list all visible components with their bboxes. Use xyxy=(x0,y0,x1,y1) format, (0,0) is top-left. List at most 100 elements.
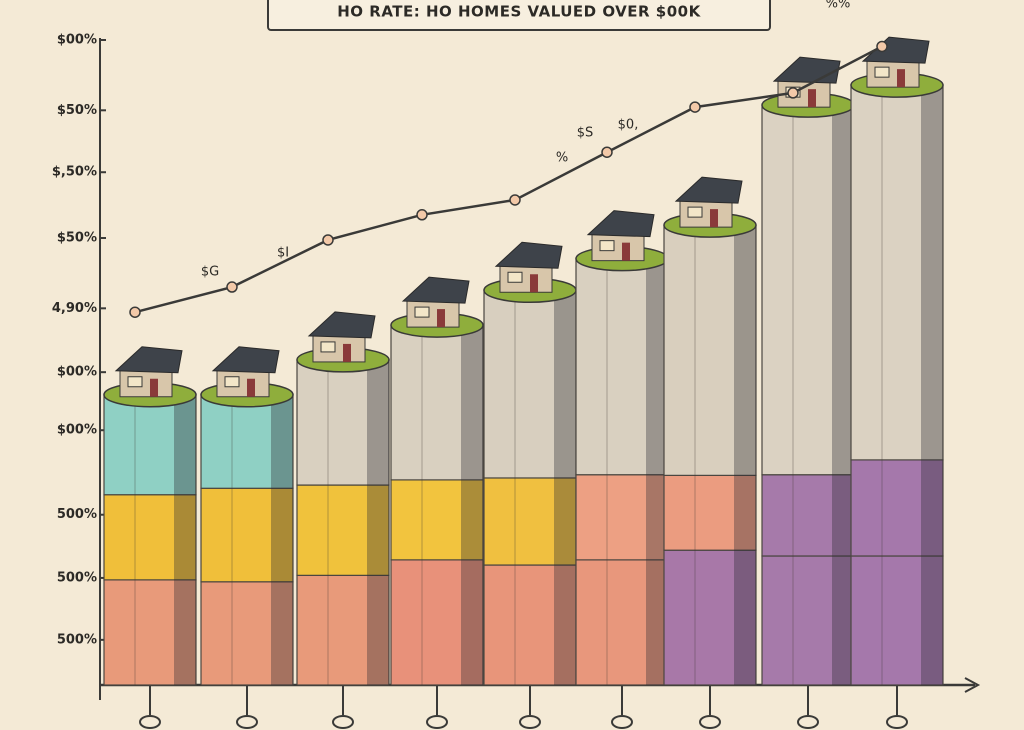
house-wall xyxy=(312,333,366,363)
annotation: $S xyxy=(577,126,594,141)
house-door xyxy=(150,378,158,397)
x-tick-foot xyxy=(699,715,721,729)
trend-point xyxy=(322,234,334,246)
bar-segment xyxy=(575,258,669,476)
house-window xyxy=(127,376,143,388)
house-door xyxy=(343,343,351,362)
y-tick-label: 4,90% xyxy=(52,301,97,316)
bar-segment xyxy=(850,84,944,461)
house-window xyxy=(507,271,523,283)
house-window xyxy=(320,341,336,353)
x-tick-foot xyxy=(519,715,541,729)
bar-segment xyxy=(575,474,669,561)
house-door xyxy=(530,274,538,293)
bar-segment xyxy=(483,289,577,479)
annotation: $0, xyxy=(618,118,639,133)
house-roof xyxy=(211,346,280,374)
trend-point xyxy=(876,40,888,53)
bar-segment xyxy=(296,359,390,486)
house-window xyxy=(414,306,430,318)
house-roof xyxy=(401,276,470,304)
title-box xyxy=(267,0,771,31)
house-window xyxy=(224,376,240,388)
trend-point xyxy=(601,146,613,158)
bar-segment xyxy=(483,564,577,686)
x-tick-foot xyxy=(426,715,448,729)
annotation: $G xyxy=(201,265,219,280)
house-roof xyxy=(114,346,183,374)
house-window xyxy=(874,66,890,78)
bar-shade xyxy=(832,105,854,685)
house-roof xyxy=(674,176,743,204)
trend-point xyxy=(509,194,521,206)
trend-point xyxy=(787,87,799,99)
house-door xyxy=(247,378,255,397)
y-tick-label: 500% xyxy=(57,507,97,522)
y-tick-label: $50% xyxy=(57,231,97,246)
bar-segment xyxy=(296,574,390,686)
y-tick-label: $00% xyxy=(57,365,97,380)
bar-shade xyxy=(461,325,483,685)
trend-point xyxy=(226,281,238,293)
bar-segment xyxy=(390,559,484,686)
bar-segment xyxy=(200,487,294,583)
house-wall xyxy=(777,78,831,108)
bar-segment xyxy=(761,104,855,476)
bar-segment xyxy=(483,477,577,566)
trend-point xyxy=(689,101,701,113)
bar-segment xyxy=(390,479,484,561)
y-tick-label: 500% xyxy=(57,570,97,585)
y-tick-label: 500% xyxy=(57,632,97,647)
house-door xyxy=(437,309,445,328)
bar-segment xyxy=(761,474,855,557)
house-roof xyxy=(307,311,376,339)
bar-shade xyxy=(921,85,943,685)
bar-segment xyxy=(103,579,197,686)
bar-segment xyxy=(761,555,855,686)
y-tick-label: $,50% xyxy=(52,165,97,180)
house-door xyxy=(897,69,905,88)
bar-segment xyxy=(200,581,294,686)
annotation: %% xyxy=(826,0,851,12)
bar-segment xyxy=(200,394,294,489)
chart-title: HO RATE: HO HOMES VALUED OVER $00K xyxy=(337,3,701,21)
annotation: % xyxy=(556,151,568,166)
bar-shade xyxy=(554,290,576,685)
annotation: $I xyxy=(277,246,289,261)
house-roof xyxy=(586,210,655,238)
house-door xyxy=(710,209,718,228)
x-tick-foot xyxy=(611,715,633,729)
bar-shade xyxy=(271,394,293,685)
y-tick-label: $50% xyxy=(57,103,97,118)
house-window xyxy=(687,206,703,218)
x-tick-foot xyxy=(797,715,819,729)
bar-segment xyxy=(575,559,669,686)
bar-shade xyxy=(646,258,668,685)
bar-segment xyxy=(850,459,944,557)
house-door xyxy=(622,242,630,261)
trend-point xyxy=(129,306,141,318)
house-door xyxy=(808,89,816,108)
bar-segment xyxy=(103,494,197,581)
bar-shade xyxy=(367,359,389,685)
house-window xyxy=(599,240,615,252)
x-tick-foot xyxy=(886,715,908,729)
trend-point xyxy=(416,209,428,221)
bar-segment xyxy=(103,394,197,496)
x-tick-foot xyxy=(332,715,354,729)
bar-shade xyxy=(174,394,196,685)
bar-shade xyxy=(734,225,756,686)
y-tick-label: $00% xyxy=(57,423,97,438)
house-roof xyxy=(494,241,563,269)
bar-segment xyxy=(850,555,944,686)
x-axis-arrow xyxy=(964,677,981,693)
bar-segment xyxy=(390,324,484,481)
x-tick-foot xyxy=(236,715,258,729)
bar-segment xyxy=(296,484,390,576)
y-tick-label: $00% xyxy=(57,33,97,48)
bar-segment xyxy=(663,549,757,686)
x-tick-foot xyxy=(139,715,161,729)
bar-segment xyxy=(663,224,757,476)
